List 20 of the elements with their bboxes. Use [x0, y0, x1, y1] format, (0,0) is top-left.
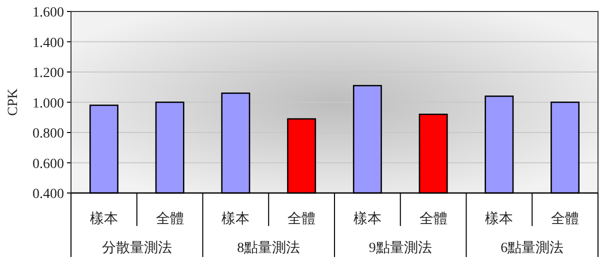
text: 9點量測法	[368, 240, 432, 256]
y-tick-label: 0.600	[32, 156, 64, 172]
y-axis-title: CPK	[6, 88, 21, 116]
x-tick-label: 全體	[419, 211, 448, 227]
x-tick-label: 全體	[551, 211, 580, 227]
y-tick-label: 1.400	[32, 36, 64, 51]
y-tick-label: 1.200	[32, 66, 64, 81]
y-tick-label: 0.800	[32, 126, 64, 142]
x-tick-label: 樣本	[353, 211, 382, 227]
y-tick-label: 1.000	[32, 96, 64, 112]
y-tick-label: 0.400	[32, 187, 64, 202]
x-tick-label: 全體	[156, 211, 184, 227]
text: 6點量測法	[500, 240, 564, 256]
x-tick-label: 全體	[288, 211, 316, 227]
text: 分散量測法	[102, 240, 172, 256]
y-tick-label: 1.600	[32, 6, 64, 20]
text: 8點量測法	[237, 240, 300, 256]
x-tick-label: 樣本	[485, 211, 514, 227]
x-tick-label: 樣本	[222, 211, 250, 227]
x-tick-label: 樣本	[90, 211, 118, 227]
